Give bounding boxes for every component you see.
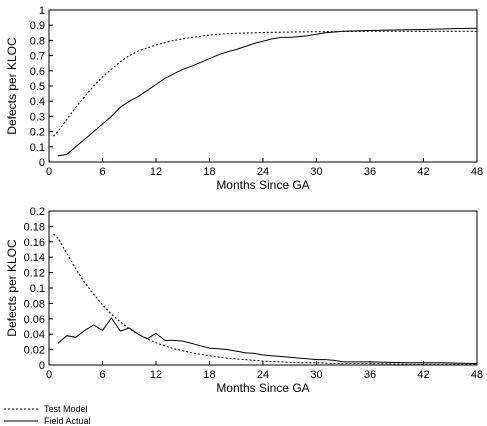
y-tick-label: 0: [39, 157, 45, 169]
y-tick-label: 0.8: [30, 35, 45, 47]
y-tick-label: 1: [39, 5, 45, 17]
legend-label-field-actual: Field Actual: [44, 416, 91, 426]
x-tick-label: 12: [150, 369, 162, 381]
x-tick-label: 42: [417, 166, 429, 178]
top-chart: 0 6 12 18 24 30 36 42 4800.10.20.30.40.50.60.70.…: [5, 5, 483, 192]
x-tick-label: 30: [310, 166, 322, 178]
y-tick-label: 0.2: [30, 127, 45, 139]
series-line-field-actual: [57, 317, 478, 364]
y-tick-label: 0.04: [24, 329, 45, 341]
x-tick-label: 24: [257, 369, 269, 381]
y-tick-label: 0.7: [30, 51, 45, 63]
y-tick-label: 0.5: [30, 81, 45, 93]
y-tick-label: 0: [39, 360, 45, 372]
x-tick-label: 36: [364, 369, 376, 381]
series-line-field-actual: [57, 27, 478, 157]
y-tick-label: 0.12: [24, 268, 45, 280]
x-tick-label: 24: [257, 166, 269, 178]
y-tick-label: 0.08: [24, 298, 45, 310]
x-tick-label: 6: [99, 166, 105, 178]
series-line-test-model: [53, 233, 477, 365]
x-axis-title: Months Since GA: [216, 178, 309, 192]
x-tick-label: 42: [417, 369, 429, 381]
y-tick-label: 0.18: [24, 221, 45, 233]
x-tick-label: 0: [46, 166, 52, 178]
x-tick-label: 36: [364, 166, 376, 178]
x-tick-label: 48: [471, 369, 483, 381]
y-tick-label: 0.4: [30, 96, 45, 108]
y-tick-label: 0.2: [30, 206, 45, 218]
y-tick-label: 0.3: [30, 111, 45, 123]
bottom-chart: 0 6 12 18 24 30 36 42 4800.020.040.060.080.10.12…: [5, 206, 483, 395]
legend-label-test-model: Test Model: [44, 404, 88, 414]
x-tick-label: 18: [203, 166, 215, 178]
y-tick-label: 0.6: [30, 66, 45, 78]
y-axis-title: Defects per KLOC: [5, 37, 19, 135]
y-tick-label: 0.06: [24, 314, 45, 326]
y-tick-label: 0.9: [30, 20, 45, 32]
x-tick-label: 12: [150, 166, 162, 178]
legend: Test Model Field Actual: [4, 404, 91, 426]
x-tick-label: 18: [203, 369, 215, 381]
x-tick-label: 0: [46, 369, 52, 381]
y-tick-label: 0.1: [30, 142, 45, 154]
y-tick-label: 0.02: [24, 345, 45, 357]
x-tick-label: 6: [99, 369, 105, 381]
y-axis-title: Defects per KLOC: [5, 239, 19, 337]
y-tick-label: 0.14: [24, 252, 45, 264]
y-tick-label: 0.1: [30, 283, 45, 295]
x-tick-label: 30: [310, 369, 322, 381]
plot-frame: [48, 210, 478, 366]
x-axis-title: Months Since GA: [216, 381, 309, 395]
series-line-test-model: [53, 30, 477, 137]
x-tick-label: 48: [471, 166, 483, 178]
y-tick-label: 0.16: [24, 237, 45, 249]
